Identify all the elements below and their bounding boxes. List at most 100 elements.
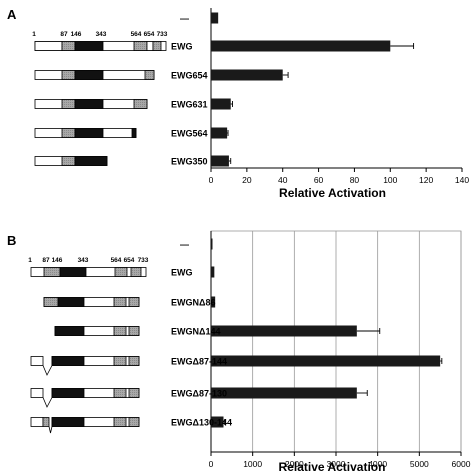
construct-3-domain-2 (128, 326, 140, 336)
x-tick-label-0: 0 (209, 459, 214, 469)
domain-position-1: 1 (32, 31, 36, 38)
bar-6 (211, 416, 224, 428)
bar-0 (211, 238, 213, 250)
x-tick-label-5000: 5000 (410, 459, 429, 469)
category-label-5: EWG350 (171, 157, 208, 167)
domain-position-343: 343 (78, 257, 89, 264)
category-label-4: EWG564 (171, 129, 208, 139)
x-tick-label-6000: 6000 (452, 459, 471, 469)
domain-position-87: 87 (60, 31, 68, 38)
x-tick-label-100: 100 (383, 175, 397, 185)
construct-6-domain-1 (113, 417, 127, 427)
category-label-6: EWGΔ130-144 (171, 418, 232, 428)
construct-2-domain-1 (57, 297, 85, 307)
construct-3-domain-1 (113, 326, 127, 336)
x-tick-label-140: 140 (455, 175, 469, 185)
construct-5-domain-1 (74, 156, 108, 166)
construct-1-domain-2 (114, 267, 128, 277)
x-tick-label-60: 60 (314, 175, 324, 185)
bar-2 (211, 296, 216, 308)
construct-6-domain-0 (51, 417, 85, 427)
bar-1 (211, 40, 391, 52)
panel-a-letter: A (7, 7, 17, 22)
construct-2-domain-2 (144, 70, 155, 80)
construct-1-domain-0 (34, 41, 63, 51)
construct-1-domain-3 (130, 267, 142, 277)
construct-1-domain-5 (152, 41, 162, 51)
construct-4-domain-2 (128, 356, 140, 366)
x-axis-title: Relative Activation (279, 460, 386, 473)
construct-1-domain-3 (133, 41, 148, 51)
bar-5 (211, 387, 357, 399)
domain-position-564: 564 (111, 257, 122, 264)
x-tick-label-120: 120 (419, 175, 433, 185)
domain-position-343: 343 (96, 31, 107, 38)
construct-5-deletion-wedge (42, 397, 53, 408)
construct-6-kept-block (42, 417, 50, 427)
category-label-0: — (180, 14, 189, 24)
construct-5-domain-0 (51, 388, 85, 398)
construct-4-domain-0 (61, 128, 76, 138)
bar-3 (211, 325, 357, 337)
construct-5-domain-0 (61, 156, 76, 166)
panel-b-letter: B (7, 233, 16, 248)
construct-4-domain-1 (113, 356, 127, 366)
category-label-4: EWGΔ87-144 (171, 357, 227, 367)
x-tick-label-40: 40 (278, 175, 288, 185)
construct-1-outline (30, 267, 147, 277)
construct-6-domain-2 (128, 417, 140, 427)
domain-position-654: 654 (144, 31, 155, 38)
x-tick-label-3000: 3000 (327, 459, 346, 469)
bar-1 (211, 266, 215, 278)
x-tick-label-0: 0 (209, 175, 214, 185)
category-label-1: EWG (171, 268, 193, 278)
x-tick-label-1000: 1000 (243, 459, 262, 469)
construct-1-domain-0 (43, 267, 61, 277)
construct-1-domain-4 (146, 41, 154, 51)
bar-2 (211, 69, 283, 81)
category-label-3: EWGNΔ144 (171, 327, 220, 337)
construct-3-domain-2 (133, 99, 148, 109)
construct-3-domain-0 (61, 99, 76, 109)
panel-a: 0 20 40 60 80 100 120 140 Relative Activation — EW… (32, 8, 469, 200)
construct-1-domain-2 (74, 41, 104, 51)
domain-position-733: 733 (157, 31, 168, 38)
construct-2-domain-1 (74, 70, 104, 80)
category-label-5: EWGΔ87-130 (171, 389, 227, 399)
construct-6-deletion-wedge (48, 426, 53, 434)
x-tick-label-2000: 2000 (285, 459, 304, 469)
construct-6-n-terminus (30, 417, 44, 427)
construct-5-domain-1 (113, 388, 127, 398)
x-axis-title: Relative Activation (279, 186, 386, 200)
x-tick-label-80: 80 (350, 175, 360, 185)
construct-1-domain-1 (61, 41, 76, 51)
x-tick-label-20: 20 (242, 175, 252, 185)
construct-3-domain-1 (74, 99, 104, 109)
category-label-0: — (180, 240, 189, 250)
construct-4-domain-2 (131, 128, 137, 138)
construct-1-domain-1 (59, 267, 87, 277)
domain-position-654: 654 (124, 257, 135, 264)
bar-4 (211, 355, 441, 367)
construct-2-domain-2 (113, 297, 127, 307)
construct-2-domain-3 (128, 297, 140, 307)
category-label-1: EWG (171, 42, 193, 52)
construct-5-n-terminus (30, 388, 44, 398)
construct-5-domain-2 (128, 388, 140, 398)
x-tick-label-4000: 4000 (368, 459, 387, 469)
category-label-2: EWGNΔ86 (171, 298, 215, 308)
bar-4 (211, 127, 228, 139)
panel-b: 0 1000 2000 3000 4000 5000 6000 Relative Activa… (28, 230, 471, 473)
domain-position-146: 146 (71, 31, 82, 38)
construct-4-deletion-wedge (42, 365, 53, 376)
bar-3 (211, 98, 231, 110)
construct-4-domain-0 (51, 356, 85, 366)
construct-4-n-terminus (30, 356, 44, 366)
domain-position-1: 1 (28, 257, 32, 264)
domain-position-733: 733 (138, 257, 149, 264)
domain-position-87: 87 (42, 257, 50, 264)
construct-2-domain-0 (61, 70, 76, 80)
construct-2-domain-0 (43, 297, 59, 307)
construct-3-domain-0 (54, 326, 85, 336)
